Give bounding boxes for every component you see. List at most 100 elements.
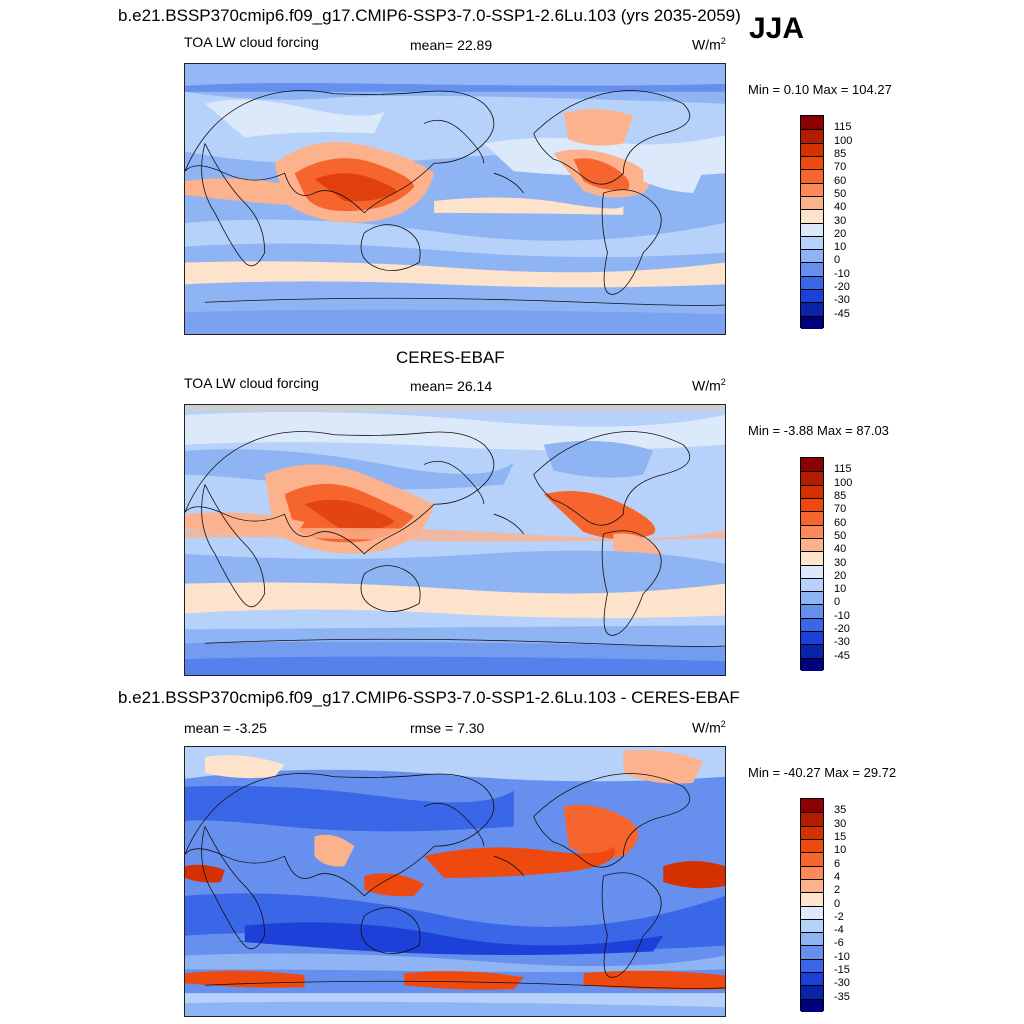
colorbar-tick-label: 20 xyxy=(834,569,847,582)
panel2-mean-label: mean= 26.14 xyxy=(410,378,493,394)
panel2-contour-field xyxy=(185,405,725,675)
colorbar-tick-label: 100 xyxy=(834,476,853,489)
colorbar-tick-label: 2 xyxy=(834,884,841,897)
colorbar-tick-label: 10 xyxy=(834,583,847,596)
colorbar-tick-label: -15 xyxy=(834,964,850,977)
colorbar-tick-label: -30 xyxy=(834,294,850,307)
colorbar-segment xyxy=(801,471,823,485)
colorbar-segment xyxy=(801,484,823,498)
colorbar-segment xyxy=(801,604,823,618)
colorbar-tick-label: 40 xyxy=(834,201,847,214)
colorbar-segment xyxy=(801,631,823,645)
panel3-title: b.e21.BSSP370cmip6.f09_g17.CMIP6-SSP3-7.… xyxy=(118,688,740,707)
colorbar-segment xyxy=(801,315,823,329)
panel1-variable-label: TOA LW cloud forcing xyxy=(184,34,319,50)
colorbar-segment xyxy=(801,878,823,893)
colorbar-segment xyxy=(801,142,823,156)
colorbar-tick-label: -30 xyxy=(834,977,850,990)
panel2-variable-label: TOA LW cloud forcing xyxy=(184,375,319,391)
panel3-colorbar xyxy=(800,798,824,1012)
colorbar-tick-label: 85 xyxy=(834,147,847,160)
colorbar-tick-label: 115 xyxy=(834,463,852,476)
colorbar-segment xyxy=(801,182,823,196)
colorbar-segment xyxy=(801,852,823,866)
colorbar-segment xyxy=(801,812,823,826)
colorbar-tick-label: 4 xyxy=(834,870,841,883)
colorbar-tick-label: 0 xyxy=(834,897,841,910)
colorbar-segment xyxy=(801,998,823,1012)
colorbar-tick-label: 50 xyxy=(834,529,847,542)
panel2-title: CERES-EBAF xyxy=(396,348,505,367)
colorbar-segment xyxy=(801,551,823,565)
colorbar-tick-label: 0 xyxy=(834,596,841,609)
colorbar-segment xyxy=(801,657,823,671)
colorbar-segment xyxy=(801,209,823,223)
colorbar-segment xyxy=(801,222,823,236)
colorbar-tick-label: 50 xyxy=(834,187,847,200)
colorbar-tick-label: 0 xyxy=(834,254,841,267)
colorbar-segment xyxy=(801,275,823,290)
colorbar-segment xyxy=(801,289,823,303)
panel1-minmax: Min = 0.10 Max = 104.27 xyxy=(748,82,892,97)
colorbar-tick-label: 6 xyxy=(834,857,841,870)
colorbar-tick-label: -20 xyxy=(834,281,850,294)
panel1-units: W/m2 xyxy=(692,36,726,53)
colorbar-tick-label: 15 xyxy=(834,830,847,843)
colorbar-segment xyxy=(801,945,823,959)
panel3-map xyxy=(184,746,726,1017)
colorbar-segment xyxy=(801,169,823,183)
colorbar-tick-label: 10 xyxy=(834,844,847,857)
season-label: JJA xyxy=(749,12,805,45)
colorbar-segment xyxy=(801,644,823,658)
colorbar-tick-label: -45 xyxy=(834,649,850,662)
colorbar-segment xyxy=(801,116,823,130)
colorbar-tick-label: 30 xyxy=(834,556,847,569)
colorbar-segment xyxy=(801,958,823,973)
colorbar-segment xyxy=(801,249,823,263)
colorbar-segment xyxy=(801,195,823,210)
colorbar-segment xyxy=(801,511,823,525)
panel2-minmax: Min = -3.88 Max = 87.03 xyxy=(748,423,889,438)
colorbar-tick-label: 70 xyxy=(834,503,847,516)
colorbar-segment xyxy=(801,932,823,946)
colorbar-segment xyxy=(801,825,823,839)
panel3-units: W/m2 xyxy=(692,719,726,736)
panel3-rmse-label: rmse = 7.30 xyxy=(410,720,485,736)
panel2-colorbar xyxy=(800,457,824,671)
colorbar-tick-label: -2 xyxy=(834,910,844,923)
panel2-map xyxy=(184,404,726,676)
colorbar-tick-label: 85 xyxy=(834,489,847,502)
colorbar-tick-label: -20 xyxy=(834,623,850,636)
panel1-mean-label: mean= 22.89 xyxy=(410,37,493,53)
colorbar-segment xyxy=(801,985,823,999)
panel1-map xyxy=(184,63,726,335)
colorbar-segment xyxy=(801,918,823,933)
colorbar-tick-label: 30 xyxy=(834,214,847,227)
colorbar-tick-label: 60 xyxy=(834,174,847,187)
colorbar-segment xyxy=(801,458,823,472)
colorbar-segment xyxy=(801,838,823,853)
colorbar-tick-label: 70 xyxy=(834,161,847,174)
colorbar-tick-label: 100 xyxy=(834,134,853,147)
colorbar-segment xyxy=(801,865,823,879)
colorbar-tick-label: 35 xyxy=(834,804,847,817)
colorbar-tick-label: 30 xyxy=(834,817,847,830)
colorbar-segment xyxy=(801,537,823,552)
panel3-contour-field xyxy=(185,747,725,1016)
colorbar-segment xyxy=(801,617,823,632)
panel1-title: b.e21.BSSP370cmip6.f09_g17.CMIP6-SSP3-7.… xyxy=(118,6,741,25)
colorbar-segment xyxy=(801,905,823,919)
panel2-units: W/m2 xyxy=(692,377,726,394)
panel3-minmax: Min = -40.27 Max = 29.72 xyxy=(748,765,897,780)
colorbar-tick-label: 40 xyxy=(834,543,847,556)
colorbar-segment xyxy=(801,302,823,316)
colorbar-tick-label: -10 xyxy=(834,950,850,963)
colorbar-segment xyxy=(801,262,823,276)
colorbar-segment xyxy=(801,591,823,605)
colorbar-segment xyxy=(801,564,823,578)
colorbar-tick-label: -35 xyxy=(834,990,850,1003)
colorbar-segment xyxy=(801,129,823,143)
colorbar-tick-label: -10 xyxy=(834,267,850,280)
colorbar-tick-label: -4 xyxy=(834,924,844,937)
colorbar-segment xyxy=(801,799,823,813)
